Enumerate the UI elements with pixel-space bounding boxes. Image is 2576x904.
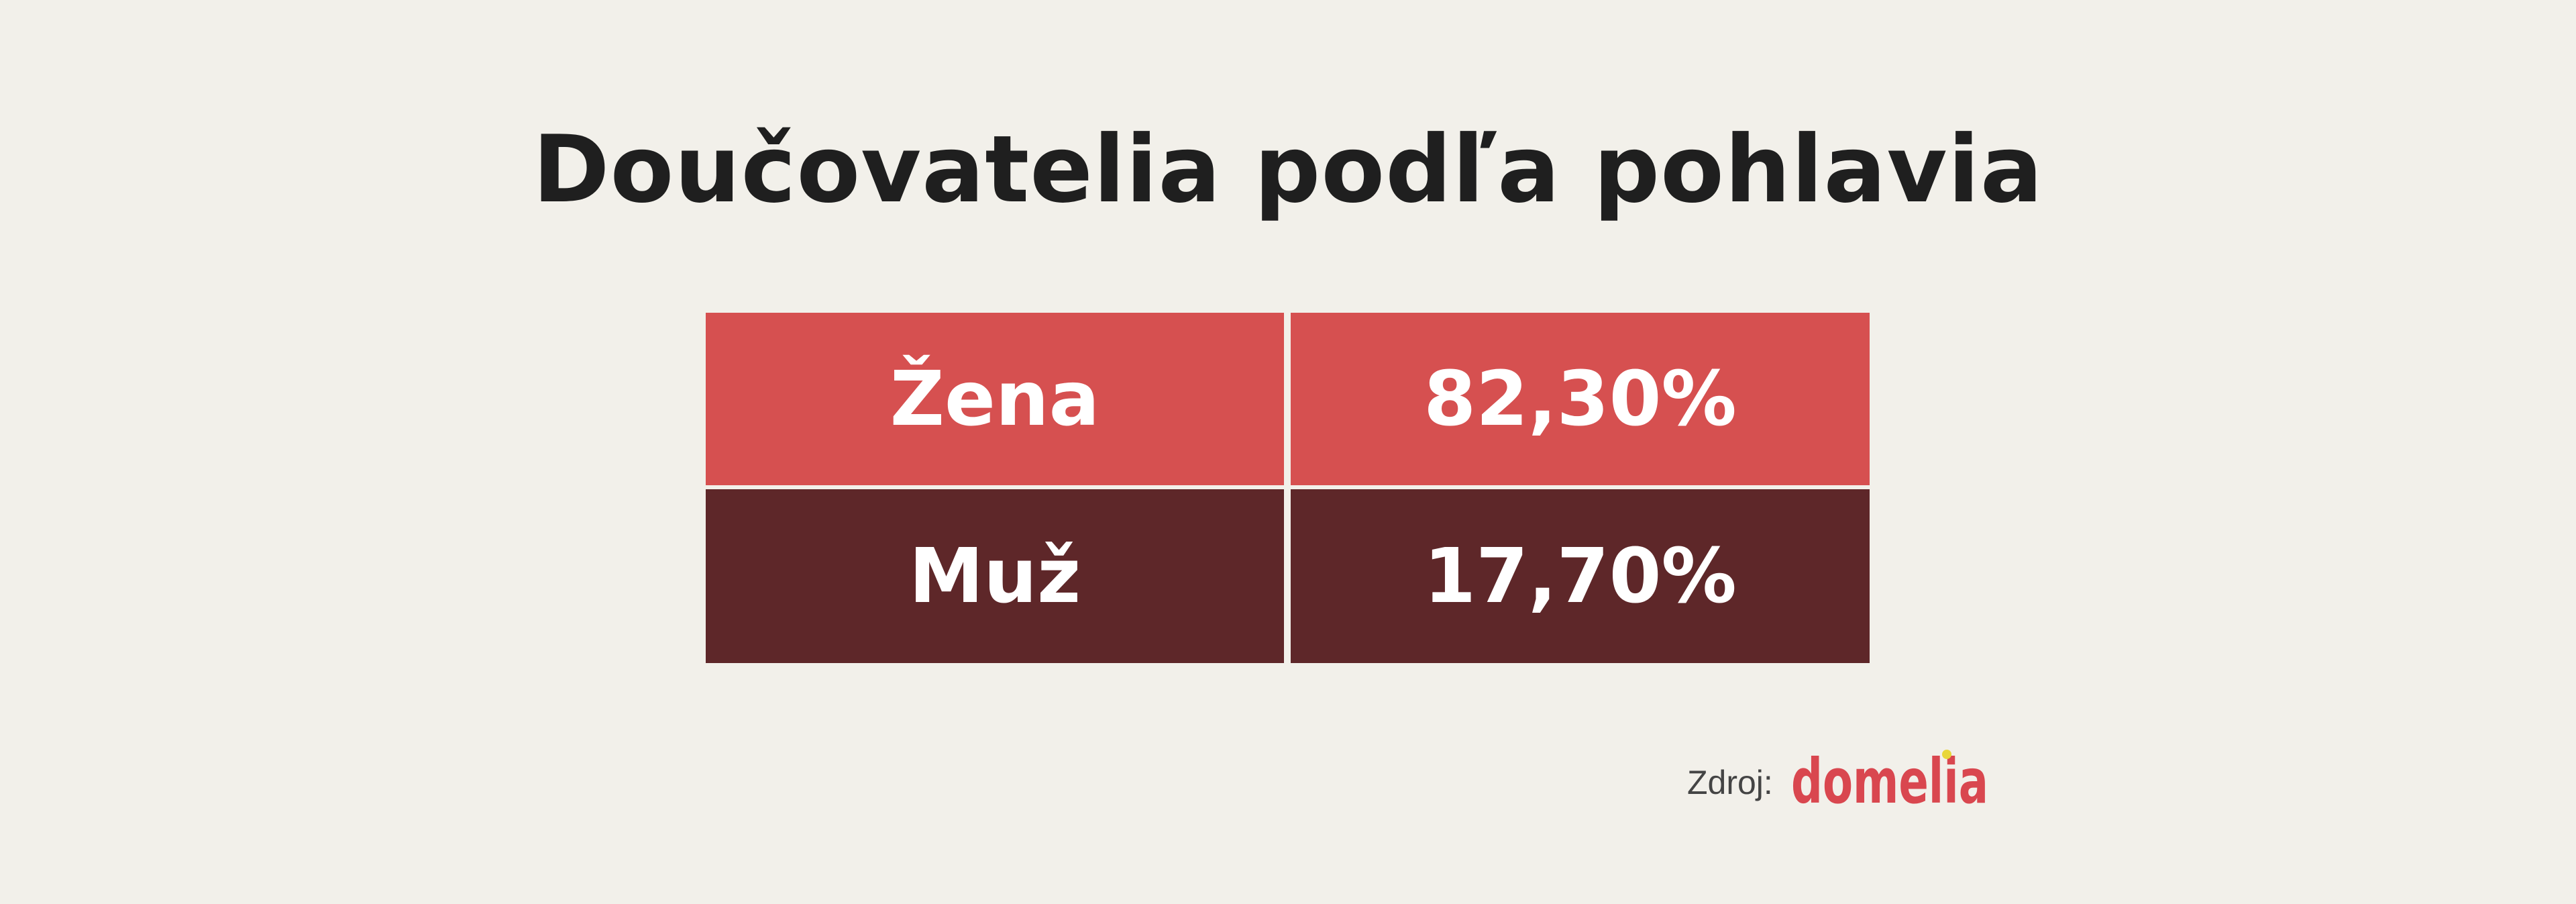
svg-text:domelia: domelia: [1791, 746, 1988, 813]
table-row-value: 17,70%: [1291, 489, 1870, 663]
table-row-label: Muž: [706, 489, 1284, 663]
table-row-value: 82,30%: [1291, 313, 1870, 485]
chart-title: Doučovatelia podľa pohlavia: [533, 115, 2043, 223]
data-table: Žena 82,30% Muž 17,70%: [706, 313, 1870, 663]
table-row-label: Žena: [706, 313, 1284, 485]
source-label: Zdroj:: [1687, 764, 1773, 801]
domelia-logo: domelia: [1791, 746, 1988, 813]
